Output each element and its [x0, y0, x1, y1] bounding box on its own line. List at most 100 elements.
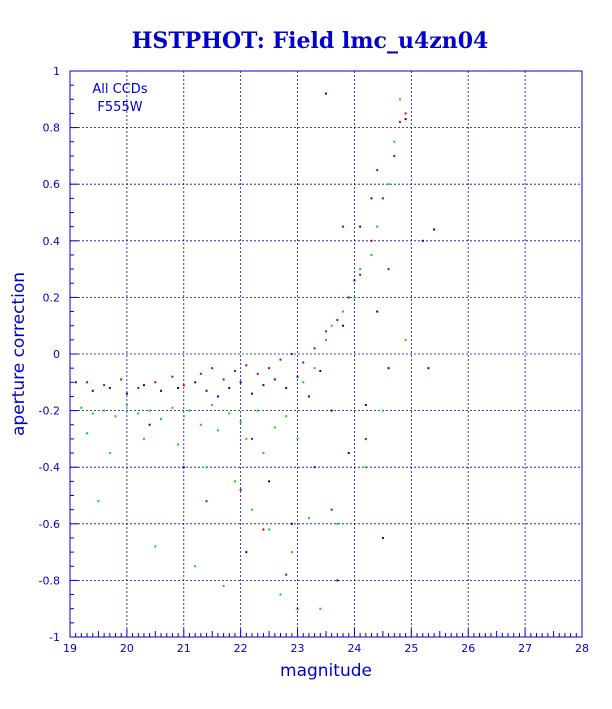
data-point [404, 112, 407, 115]
data-point [91, 389, 94, 392]
data-point [216, 395, 219, 398]
data-point [228, 412, 231, 415]
data-point [404, 118, 407, 121]
data-point [290, 551, 293, 554]
y-axis-label: aperture correction [9, 272, 29, 436]
data-point [370, 239, 373, 242]
x-tick-label: 26 [461, 642, 475, 655]
data-point [381, 409, 384, 412]
data-point [211, 367, 214, 370]
x-tick-label: 25 [404, 642, 418, 655]
data-point [381, 197, 384, 200]
y-tick-label: 0.8 [43, 122, 61, 135]
x-tick-label: 21 [177, 642, 191, 655]
x-tick-label: 27 [518, 642, 532, 655]
data-point [307, 517, 310, 520]
data-point [86, 381, 89, 384]
data-point [393, 140, 396, 143]
data-point [211, 403, 214, 406]
data-point [285, 415, 288, 418]
data-point [330, 409, 333, 412]
data-point [421, 239, 424, 242]
data-point [251, 437, 254, 440]
data-point [188, 409, 191, 412]
data-point [273, 378, 276, 381]
data-point [404, 338, 407, 341]
x-tick-label: 28 [575, 642, 589, 655]
x-axis-label: magnitude [280, 661, 372, 681]
data-point [285, 573, 288, 576]
data-point [216, 429, 219, 432]
data-point [370, 253, 373, 256]
y-tick-label: 0.4 [43, 235, 61, 248]
data-point [381, 536, 384, 539]
data-point [359, 268, 362, 271]
y-tick-label: 0 [53, 348, 60, 361]
data-point [387, 367, 390, 370]
data-point [319, 607, 322, 610]
data-point [359, 273, 362, 276]
data-point [233, 369, 236, 372]
x-axis: 19 20 21 22 23 24 25 26 27 28 [63, 629, 589, 655]
data-point [296, 375, 299, 378]
data-point [103, 409, 106, 412]
data-point [251, 392, 254, 395]
data-point [245, 551, 248, 554]
annotation-ccds: All CCDs [92, 82, 147, 97]
data-point [256, 372, 259, 375]
data-point [108, 386, 111, 389]
data-point [142, 384, 145, 387]
data-point [325, 338, 327, 341]
data-point [137, 386, 140, 389]
y-tick-label: -0.2 [39, 405, 60, 418]
data-point [364, 403, 367, 406]
data-point [290, 353, 293, 355]
data-point [182, 415, 185, 418]
data-point [279, 358, 282, 361]
data-point [433, 228, 436, 231]
data-point [398, 98, 401, 101]
data-point [285, 386, 288, 389]
chart-title: HSTPHOT: Field lmc_u4zn04 [132, 28, 489, 54]
data-point [427, 367, 430, 370]
data-point [199, 423, 202, 426]
data-point [353, 279, 356, 282]
data-point [251, 508, 254, 511]
data-point [154, 545, 157, 548]
data-point [268, 367, 271, 370]
data-point [353, 296, 356, 299]
data-point [302, 381, 305, 384]
data-point [336, 319, 339, 322]
data-point [222, 585, 225, 588]
data-point [205, 466, 208, 469]
data-point [160, 389, 163, 392]
data-point [120, 378, 123, 381]
data-point [171, 375, 174, 378]
data-point [222, 378, 225, 381]
data-point [364, 466, 367, 469]
data-point [387, 268, 390, 271]
data-point [194, 381, 197, 384]
data-point [177, 386, 180, 389]
y-tick-label: -0.8 [39, 574, 60, 587]
data-point [108, 452, 111, 455]
data-point [86, 432, 89, 435]
data-point [262, 384, 265, 387]
data-point [199, 372, 202, 375]
data-point [313, 347, 316, 350]
data-point [74, 381, 77, 384]
y-tick-label: 1 [53, 65, 60, 78]
data-point [262, 452, 265, 455]
data-point [182, 384, 185, 387]
data-point [148, 423, 151, 426]
data-point [290, 522, 293, 525]
data-point [142, 437, 145, 440]
y-axis: -1 -0.8 -0.6 -0.4 -0.2 0 0.2 0.4 0.6 0.8 1 [39, 65, 78, 644]
data-point [97, 500, 100, 503]
data-point [228, 386, 231, 389]
data-point [233, 480, 236, 483]
data-point [307, 395, 310, 398]
data-point [359, 225, 362, 228]
data-point [177, 443, 180, 446]
